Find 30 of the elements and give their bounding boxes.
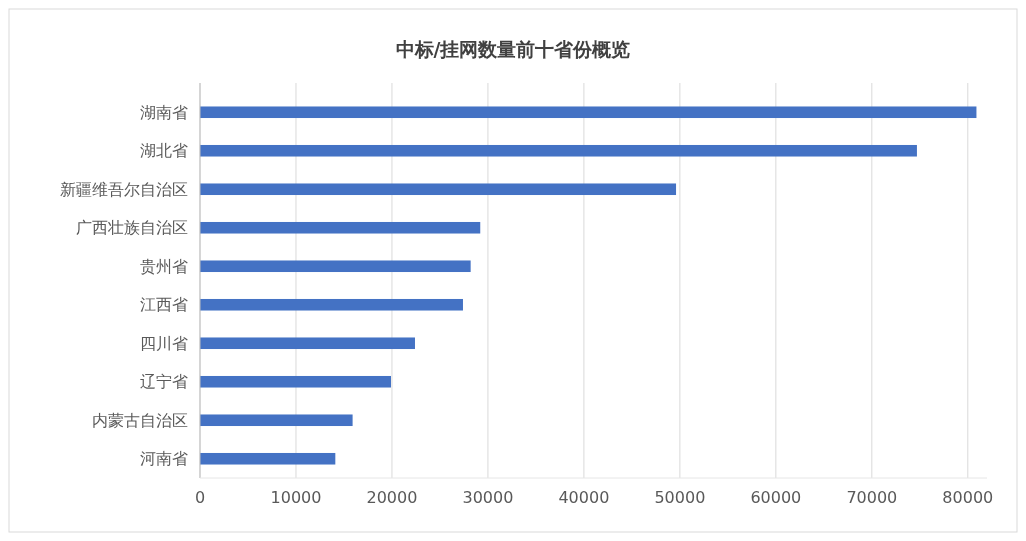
y-tick-label: 江西省 [140,295,188,315]
y-tick-label: 辽宁省 [140,372,188,392]
x-tick-label: 0 [194,488,206,507]
x-tick-label: 30000 [462,488,514,507]
bar [200,414,353,427]
x-tick-label: 10000 [270,488,322,507]
x-tick-label: 80000 [942,488,994,507]
bar [200,221,481,234]
x-tick-label: 20000 [366,488,418,507]
bar [200,298,463,311]
y-tick-label: 内蒙古自治区 [92,410,188,430]
y-tick-label: 新疆维吾尔自治区 [60,179,188,199]
y-tick-label: 河南省 [140,449,188,469]
bar [200,106,977,119]
x-tick-label: 40000 [558,488,610,507]
x-tick-label: 50000 [654,488,706,507]
bar [200,183,677,196]
x-tick-label: 60000 [750,488,802,507]
y-tick-label: 四川省 [140,333,188,353]
y-tick-label: 湖北省 [140,141,188,161]
y-tick-label: 广西壮族自治区 [76,218,188,238]
chart-title: 中标/挂网数量前十省份概览 [395,38,631,60]
bar [200,144,917,157]
y-tick-label: 湖南省 [140,102,188,122]
bar [200,337,415,350]
bar [200,375,391,388]
bar [200,452,336,465]
y-tick-label: 贵州省 [140,256,188,276]
x-tick-label: 70000 [846,488,898,507]
bar [200,260,471,273]
